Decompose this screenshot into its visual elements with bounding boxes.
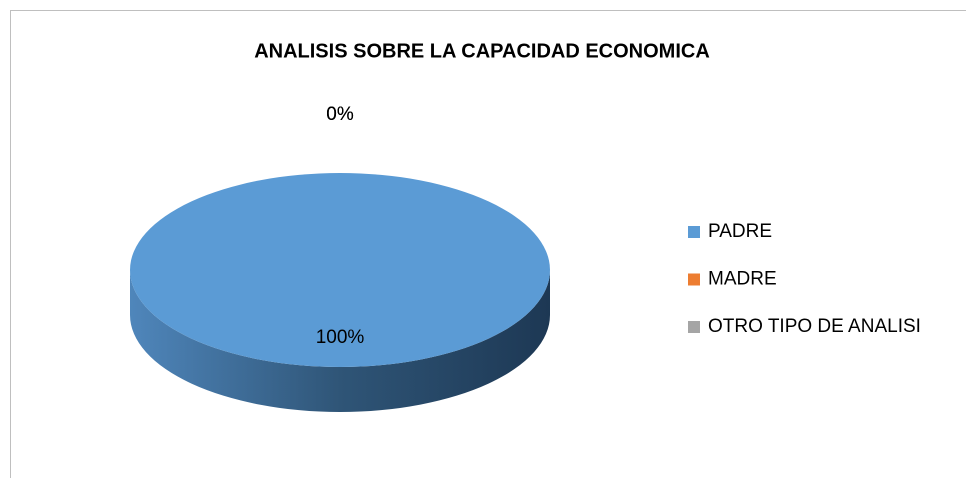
data-label: 0%	[326, 104, 354, 125]
legend-label: PADRE	[708, 221, 772, 242]
data-label: 0%	[326, 104, 354, 125]
data-label: 100%	[316, 327, 365, 348]
legend-label: MADRE	[708, 269, 777, 290]
pie-slice	[130, 173, 550, 367]
legend-swatch	[688, 273, 700, 286]
legend-label: OTRO TIPO DE ANALISI	[708, 316, 921, 337]
pie-side	[130, 270, 550, 412]
chart-title: ANALISIS SOBRE LA CAPACIDAD ECONOMICA	[254, 40, 710, 62]
legend-swatch	[688, 321, 700, 333]
legend-swatch	[688, 226, 700, 238]
